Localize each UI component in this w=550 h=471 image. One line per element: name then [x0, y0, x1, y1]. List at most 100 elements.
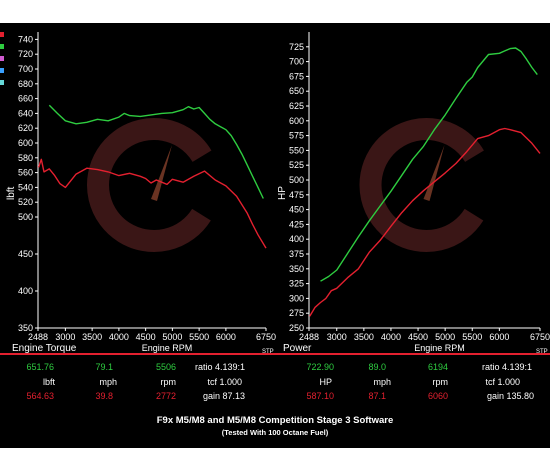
left-tcf: tcf 1.000 [207, 377, 242, 387]
right-power-rpm: 6194 [427, 362, 448, 372]
x-axis-label: Engine RPM [142, 343, 193, 353]
y-tick-label: 525 [289, 160, 304, 170]
right-unit-mph: mph [373, 377, 391, 387]
dyno-plots: 350 400 450 500 520 540 560 580 600 620 640 660 680 7… [0, 32, 550, 355]
right-red-rpm: 6060 [427, 391, 448, 401]
left-unit-rpm: rpm [160, 377, 177, 387]
left-torque-peak: 651.76 [26, 362, 54, 372]
y-tick-label: 550 [289, 145, 304, 155]
chart-corner-label: Power [283, 343, 312, 354]
y-tick-label: 640 [18, 108, 33, 118]
watermark-logo-icon [87, 118, 221, 252]
series-line-red [309, 127, 541, 317]
y-tick-label: 625 [289, 101, 304, 111]
y-tick-label: 675 [289, 71, 304, 81]
y-tick-label: 580 [18, 153, 33, 163]
y-tick-label: 250 [289, 323, 304, 333]
y-tick-label: 650 [289, 86, 304, 96]
x-tick-label: 2488 [28, 332, 48, 342]
page-title: F9x M5/M8 and M5/M8 Competition Stage 3 … [156, 415, 394, 426]
y-tick-label: 700 [289, 57, 304, 67]
y-tick-label: 400 [289, 234, 304, 244]
left-red-mph: 39.8 [95, 391, 113, 401]
right-tcf: tcf 1.000 [485, 377, 520, 387]
legend-swatch [0, 56, 4, 61]
y-tick-label: 620 [18, 123, 33, 133]
x-tick-label: 2488 [299, 332, 319, 342]
y-tick-label: 475 [289, 190, 304, 200]
y-tick-label: 450 [18, 249, 33, 259]
y-tick-label: 500 [289, 175, 304, 185]
y-tick-label: 450 [289, 205, 304, 215]
y-tick-label: 540 [18, 182, 33, 192]
x-tick-label: 4000 [109, 332, 129, 342]
y-tick-label: 375 [289, 249, 304, 259]
y-tick-label: 740 [18, 34, 33, 44]
chart-corner-label: Engine Torque [12, 343, 77, 354]
y-tick-label: 680 [18, 79, 33, 89]
x-tick-label: 3000 [327, 332, 347, 342]
y-tick-label: 720 [18, 49, 33, 59]
y-tick-label: 600 [18, 138, 33, 148]
watermark-logo-icon [359, 118, 494, 252]
page-subtitle: (Tested With 100 Octane Fuel) [221, 428, 329, 437]
x-tick-label: 6000 [489, 332, 509, 342]
x-tick-label: 3000 [55, 332, 75, 342]
left-ratio: ratio 4.139:1 [194, 362, 245, 372]
x-tick-label: 4000 [381, 332, 401, 342]
x-tick-label: 5000 [435, 332, 455, 342]
left-unit-lbft: lbft [42, 377, 55, 387]
x-tick-label: 4500 [136, 332, 156, 342]
series-line-green [320, 47, 538, 282]
x-unit-label: STP [536, 349, 548, 355]
y-tick-label: 275 [289, 308, 304, 318]
x-tick-label: 4500 [408, 332, 428, 342]
watermark-needle-icon [151, 145, 172, 201]
left-red-rpm: 2772 [155, 391, 176, 401]
x-tick-label: 6000 [216, 332, 236, 342]
y-tick-label: 700 [18, 64, 33, 74]
legend-swatch [0, 32, 4, 37]
right-power-low: 587.10 [306, 391, 334, 401]
y-tick-label: 300 [289, 293, 304, 303]
y-tick-label: 600 [289, 116, 304, 126]
right-power-peak: 722.90 [306, 362, 334, 372]
legend-swatch [0, 68, 4, 73]
right-unit-rpm: rpm [432, 377, 449, 387]
y-tick-label: 500 [18, 212, 33, 222]
right-red-mph: 87.1 [368, 391, 386, 401]
x-tick-label: 3500 [82, 332, 102, 342]
right-power-mph: 89.0 [368, 362, 386, 372]
x-tick-label: 5000 [162, 332, 182, 342]
left-gain: gain 87.13 [202, 391, 245, 401]
y-tick-label: 400 [18, 286, 33, 296]
x-unit-label: STP [262, 349, 274, 355]
legend-swatch [0, 80, 4, 85]
series-line-red [37, 158, 267, 249]
legend-swatch [0, 44, 4, 49]
y-axis-label: lbft [6, 186, 17, 200]
y-tick-label: 325 [289, 279, 304, 289]
series-line-green [48, 104, 264, 199]
y-tick-label: 350 [18, 323, 33, 333]
right-unit-hp: HP [319, 377, 332, 387]
left-unit-mph: mph [99, 377, 117, 387]
right-gain: gain 135.80 [486, 391, 534, 401]
x-tick-label: 6750 [256, 332, 276, 342]
dyno-chart-panel: 350 400 450 500 520 540 560 580 600 620 640 660 680 7… [0, 23, 550, 448]
x-axis-label: Engine RPM [414, 343, 465, 353]
left-torque-rpm: 5506 [155, 362, 176, 372]
y-tick-label: 425 [289, 219, 304, 229]
watermark-needle-icon [423, 145, 445, 201]
y-tick-label: 350 [289, 264, 304, 274]
y-tick-label: 575 [289, 131, 304, 141]
y-tick-label: 520 [18, 197, 33, 207]
y-tick-label: 660 [18, 94, 33, 104]
y-tick-label: 560 [18, 168, 33, 178]
x-tick-label: 5500 [462, 332, 482, 342]
x-tick-label: 5500 [189, 332, 209, 342]
left-torque-low: 564.63 [26, 391, 54, 401]
x-tick-label: 3500 [354, 332, 374, 342]
y-tick-label: 725 [289, 42, 304, 52]
left-torque-mph: 79.1 [95, 362, 113, 372]
